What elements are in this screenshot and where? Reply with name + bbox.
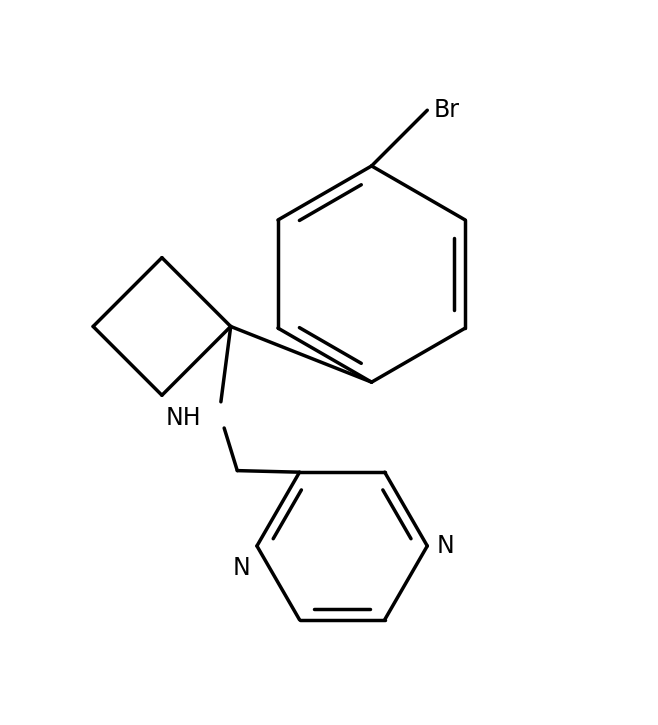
Text: Br: Br: [434, 99, 460, 123]
Text: N: N: [233, 556, 251, 580]
Text: N: N: [437, 534, 455, 558]
Text: NH: NH: [166, 406, 201, 430]
